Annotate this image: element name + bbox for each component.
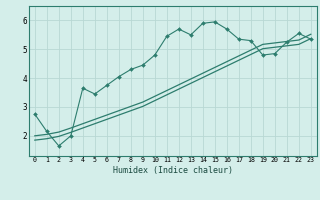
X-axis label: Humidex (Indice chaleur): Humidex (Indice chaleur) (113, 166, 233, 175)
